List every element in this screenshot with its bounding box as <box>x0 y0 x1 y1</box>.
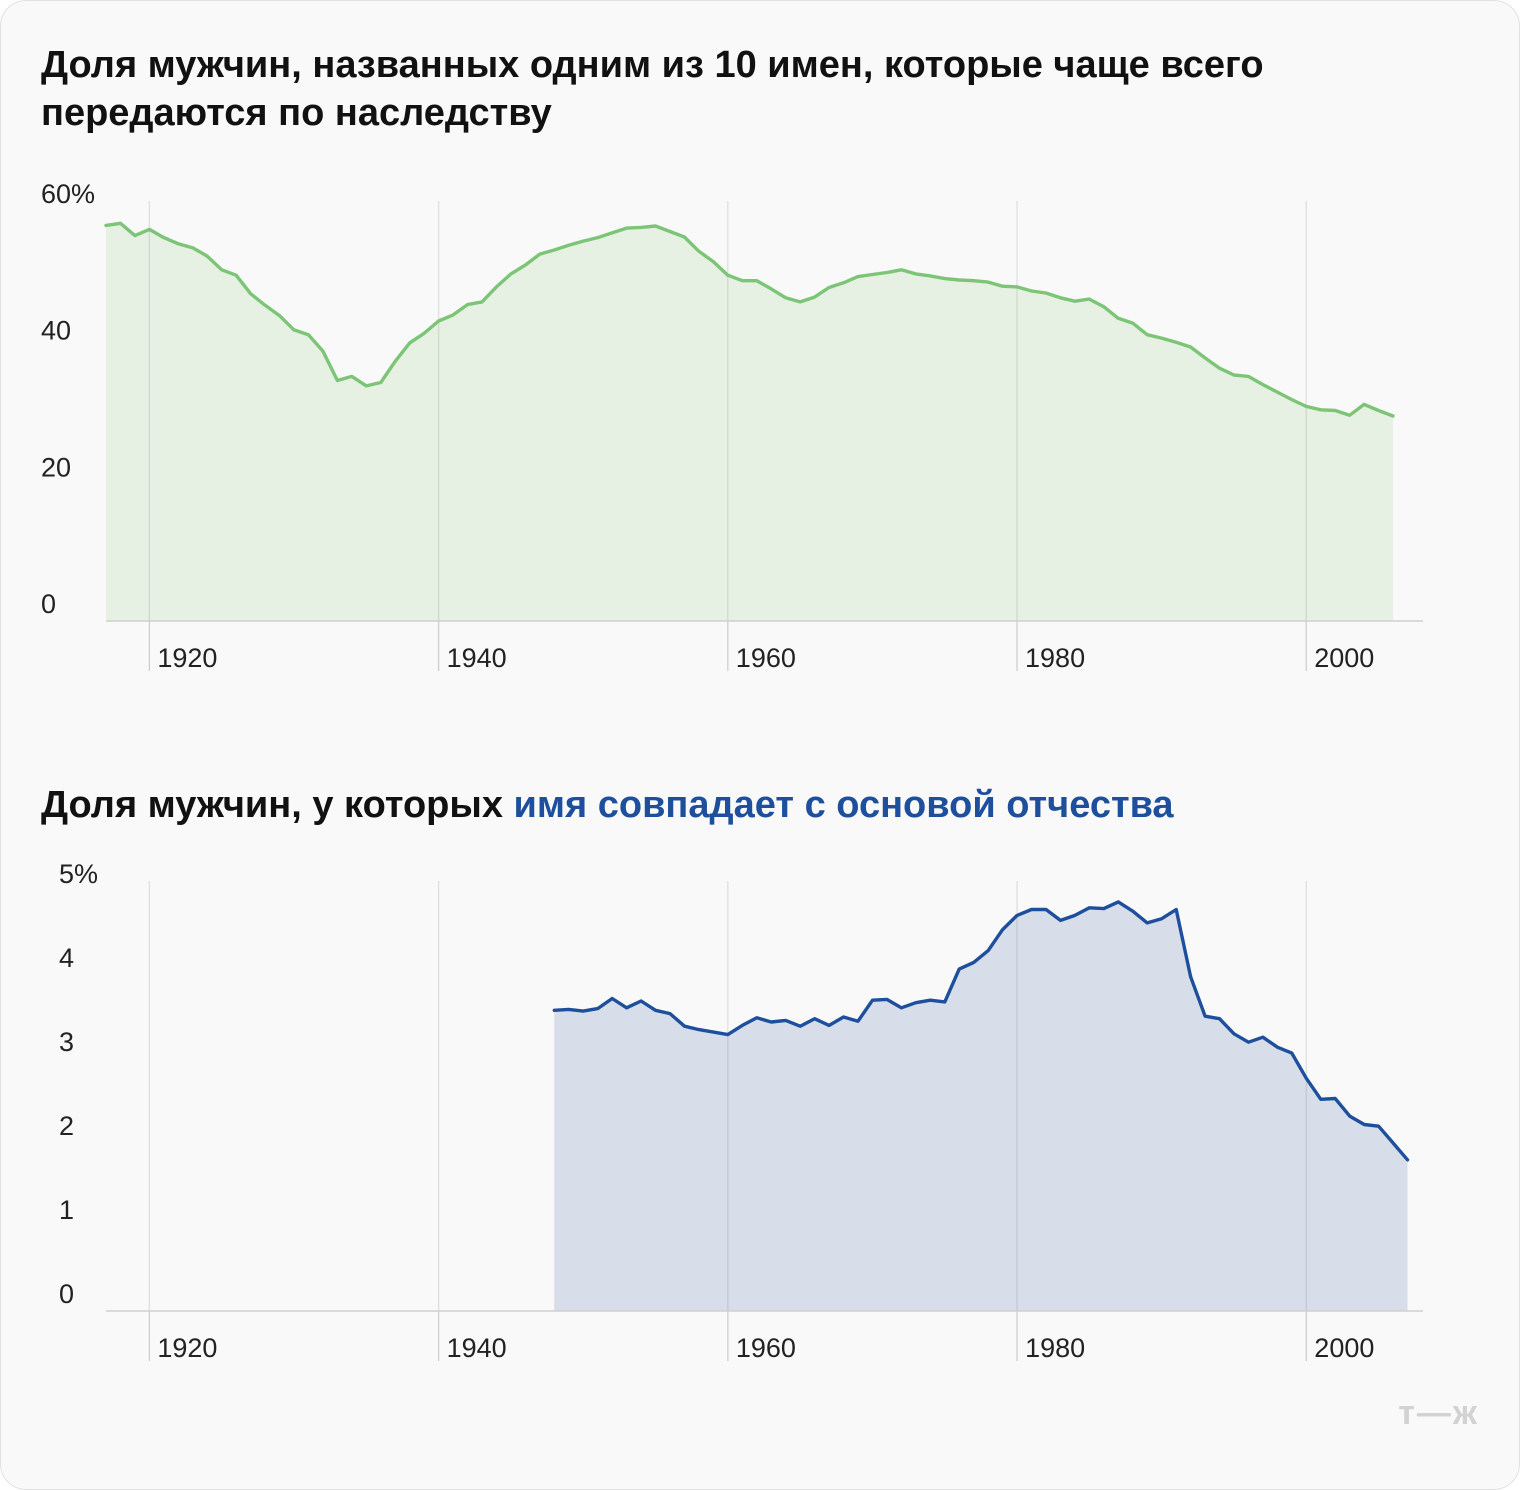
x-tick-label: 1940 <box>447 643 507 673</box>
y-tick-label: 1 <box>59 1195 74 1225</box>
x-tick-label: 2000 <box>1314 643 1374 673</box>
y-tick-label: 20 <box>41 452 71 482</box>
y-tick-label: 0 <box>59 1279 74 1309</box>
y-tick-label: 5% <box>59 859 98 889</box>
y-tick-label: 60% <box>41 179 95 209</box>
x-tick-label: 1980 <box>1025 643 1085 673</box>
series-line <box>104 221 1395 418</box>
x-tick-label: 1960 <box>736 1333 796 1363</box>
series-area <box>554 901 1408 1311</box>
chart-title-2-part-1: Доля мужчин, у которых <box>41 784 514 826</box>
x-tick-label: 1940 <box>447 1333 507 1363</box>
x-tick-label: 1920 <box>157 643 217 673</box>
y-tick-label: 2 <box>59 1111 74 1141</box>
brand-logo: т—ж <box>1398 1394 1479 1432</box>
y-tick-label: 4 <box>59 943 74 973</box>
x-tick-label: 2000 <box>1314 1333 1374 1363</box>
series-line <box>552 900 1410 1162</box>
y-tick-label: 0 <box>41 589 56 619</box>
chart-2-name-matches-patronymic: 1920 1940 1960 1980 2000 5% 4 3 2 1 0 <box>59 859 1423 1363</box>
x-tick-label: 1980 <box>1025 1333 1085 1363</box>
chart-title-2: Доля мужчин, у которых имя совпадает с о… <box>41 781 1461 829</box>
series-area <box>106 223 1393 622</box>
chart-title-1: Доля мужчин, названных одним из 10 имен,… <box>41 44 1264 134</box>
y-tick-label: 40 <box>41 316 71 346</box>
y-tick-label: 3 <box>59 1027 74 1057</box>
x-tick-label: 1960 <box>736 643 796 673</box>
x-tick-label: 1920 <box>157 1333 217 1363</box>
chart-title-2-highlight: имя совпадает с основой отчества <box>513 784 1174 826</box>
chart-1-inherited-names: 1920 1940 1960 1980 2000 60% 40 20 0 <box>41 179 1423 673</box>
